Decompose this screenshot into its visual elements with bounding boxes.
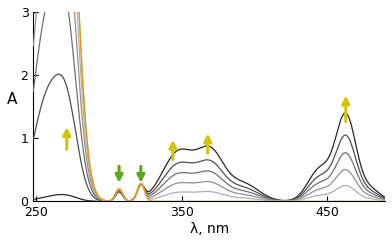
X-axis label: λ, nm: λ, nm xyxy=(190,222,229,236)
Y-axis label: A: A xyxy=(7,92,17,107)
